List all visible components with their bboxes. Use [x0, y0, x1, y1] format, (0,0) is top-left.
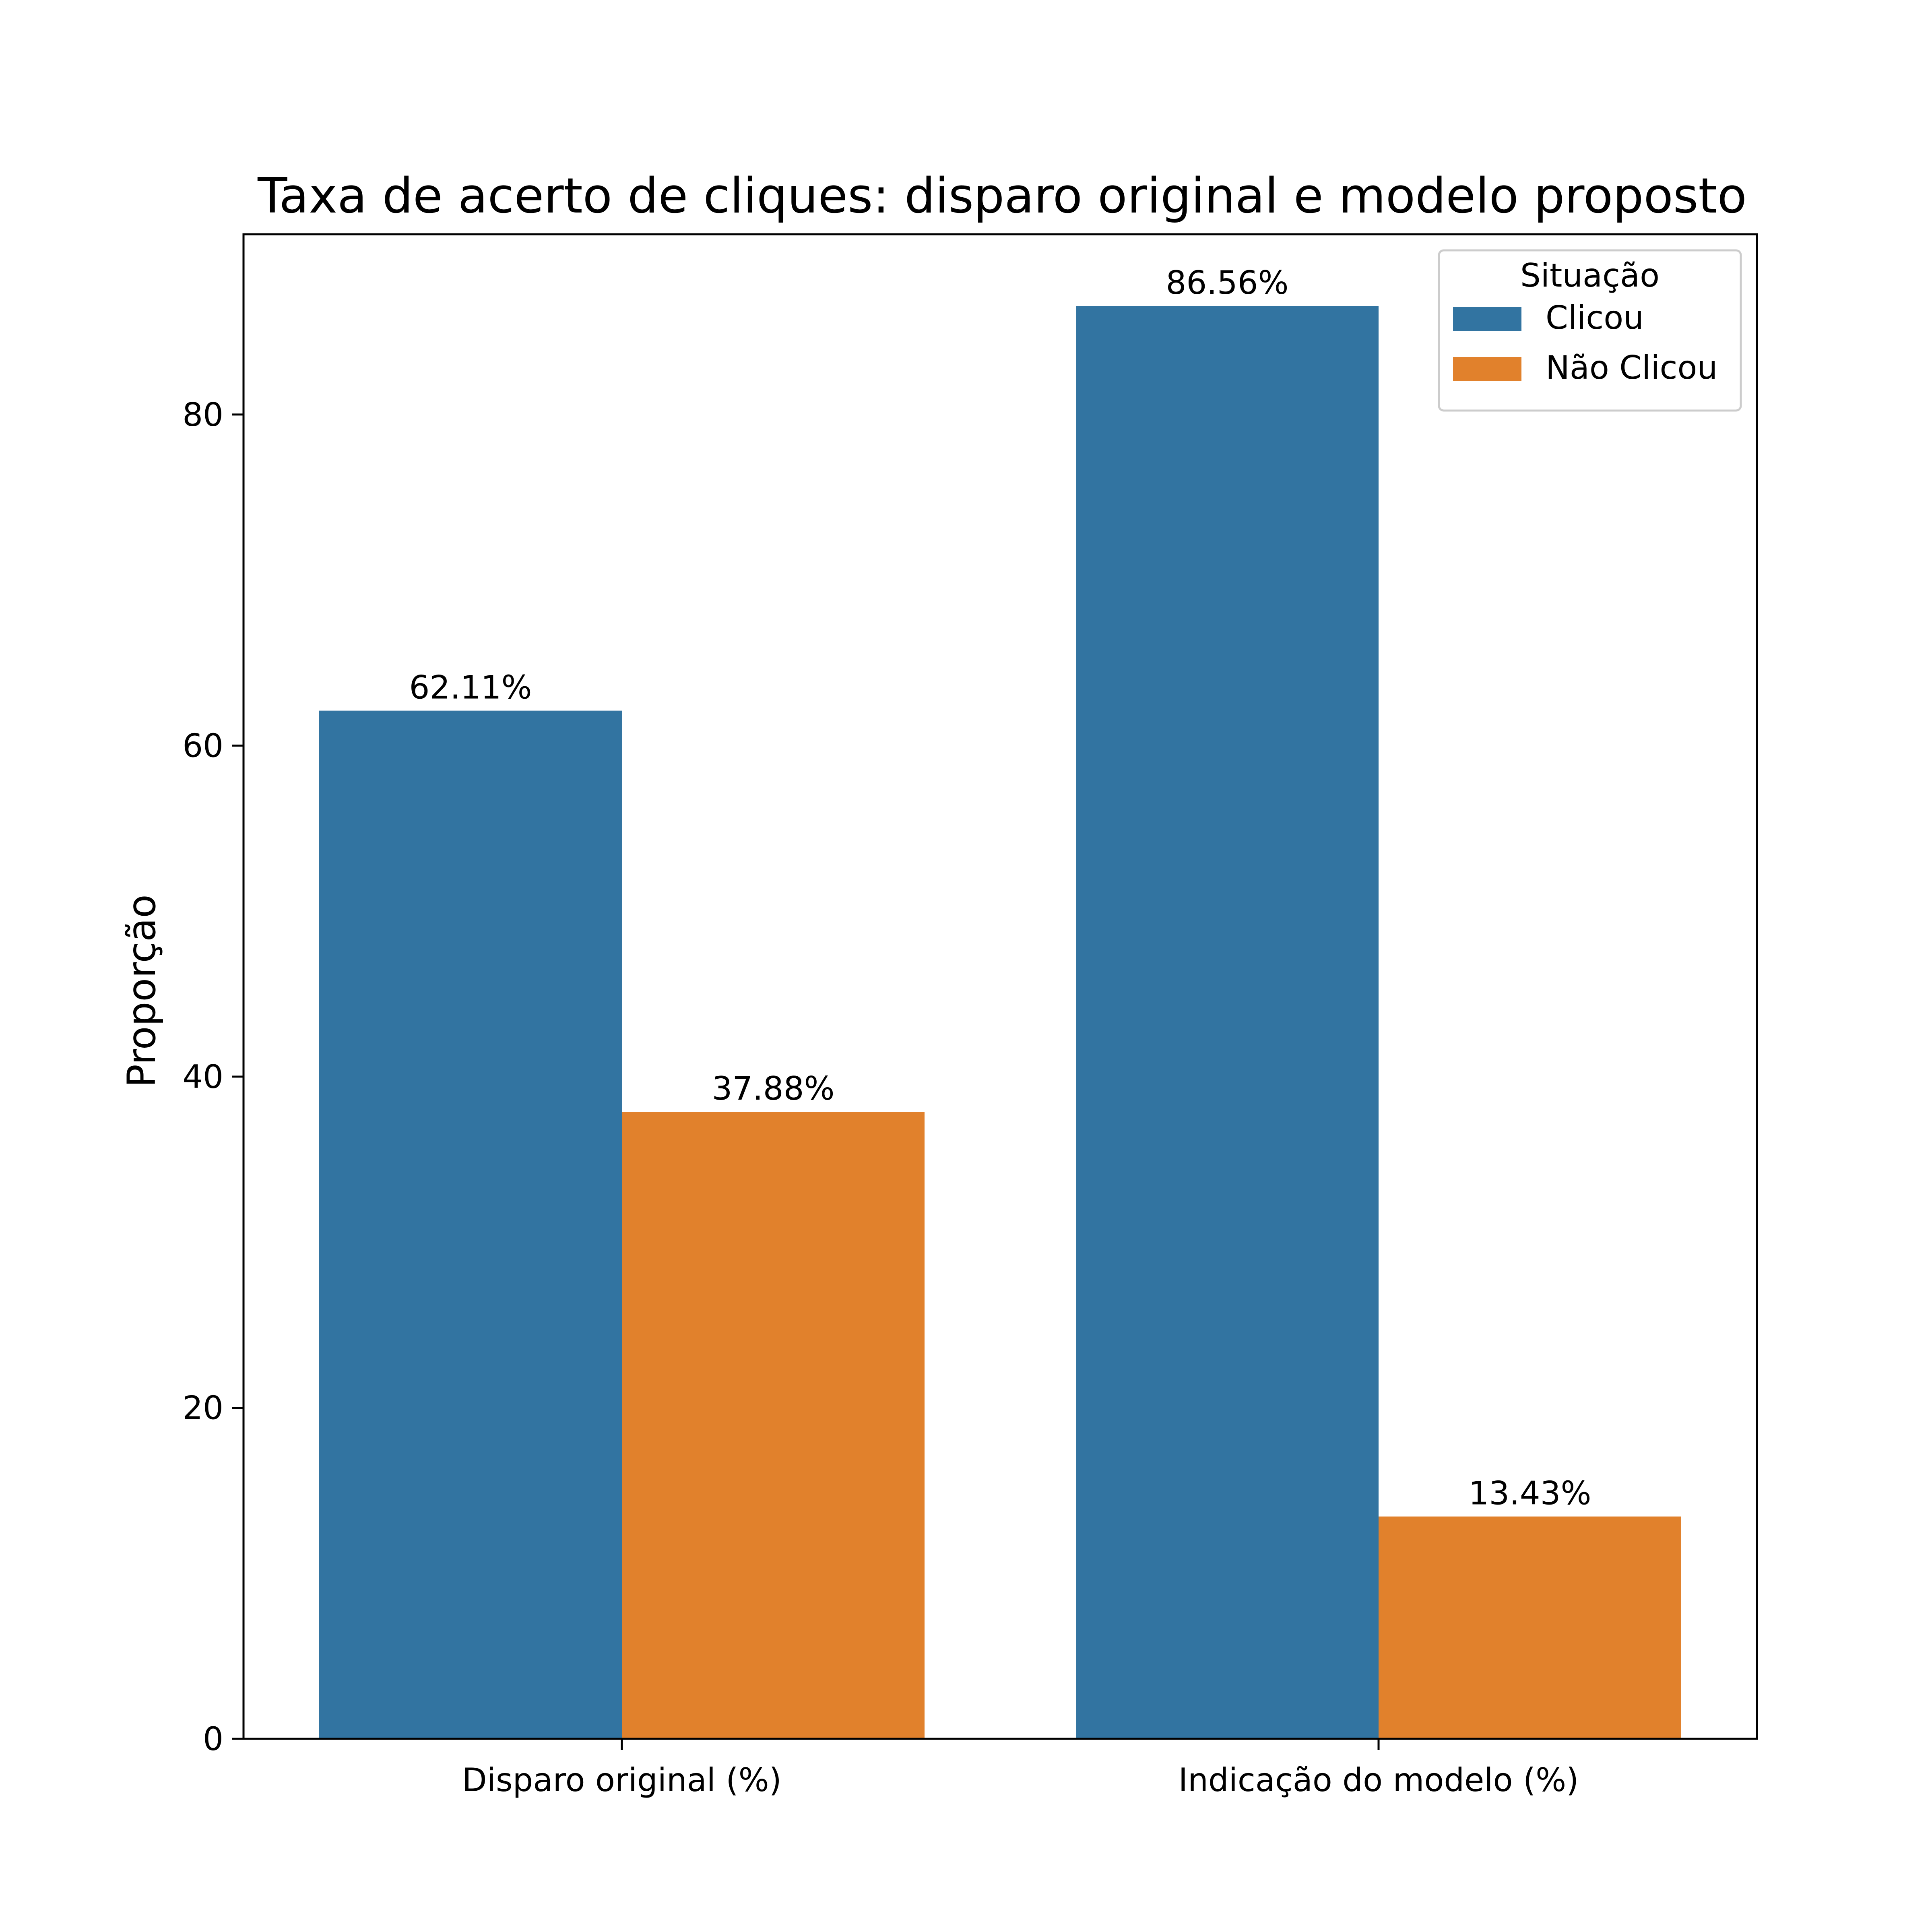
legend-label-nao-clicou: Não Clicou [1546, 349, 1717, 386]
plot-area: 62.11% 86.56% 37.88% 13.43% 0 20 40 60 80 Disparo… [182, 233, 1758, 1799]
chart-title: Taxa de acerto de cliques: disparo origi… [257, 168, 1747, 224]
legend: Situação Clicou Não Clicou [1438, 249, 1742, 412]
bar-value-label: 86.56% [1166, 264, 1288, 301]
legend-label-clicou: Clicou [1546, 299, 1644, 336]
y-tick-label: 60 [182, 727, 223, 764]
y-tick-label: 80 [182, 396, 223, 433]
bar-nao-clicou-0 [622, 1112, 925, 1739]
axes-frame [242, 233, 1758, 1740]
x-tick-label: Disparo original (%) [462, 1761, 782, 1799]
bar-value-label: 62.11% [409, 669, 532, 706]
legend-swatch-clicou [1453, 307, 1521, 331]
bar-clicou-0 [319, 710, 622, 1739]
y-tick-label: 40 [182, 1058, 223, 1096]
bar-value-label: 37.88% [712, 1070, 834, 1107]
legend-title: Situação [1520, 257, 1660, 294]
bar-nao-clicou-1 [1379, 1516, 1681, 1739]
x-tick-label: Indicação do modelo (%) [1179, 1761, 1579, 1799]
y-tick-label: 20 [182, 1389, 223, 1426]
bar-value-label: 13.43% [1468, 1475, 1591, 1512]
y-axis-label: Proporção [119, 894, 164, 1088]
bar-clicou-1 [1076, 306, 1379, 1739]
y-tick-label: 0 [203, 1720, 223, 1758]
legend-swatch-nao-clicou [1453, 357, 1521, 381]
